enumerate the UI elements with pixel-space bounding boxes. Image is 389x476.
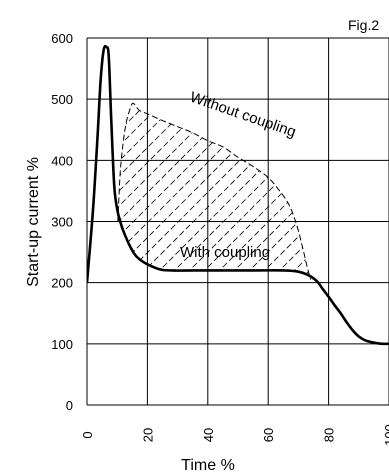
tick-labels: 0 100 200 300 400 500 600 0 20 40 60 80 100 xyxy=(51,31,389,446)
hatch-line xyxy=(117,103,311,280)
x-axis-label: Time % xyxy=(181,457,235,474)
y-tick-label-200: 200 xyxy=(51,276,73,291)
hatch-line xyxy=(279,103,311,280)
hatch-line xyxy=(117,103,311,280)
hatch-line xyxy=(219,103,311,280)
y-tick-label-0: 0 xyxy=(66,398,73,413)
x-tick-label-80: 80 xyxy=(322,428,337,442)
hatch-line xyxy=(117,103,306,280)
hatch-line xyxy=(117,103,311,280)
annotation-with-coupling: With coupling xyxy=(180,244,270,261)
hatch-line xyxy=(159,103,311,280)
hatch-line xyxy=(340,20,389,420)
y-tick-label-500: 500 xyxy=(51,92,73,107)
y-axis-label: Start-up current % xyxy=(25,157,42,287)
hatch-line xyxy=(174,103,311,280)
hatch-line xyxy=(264,103,311,280)
hatch-line xyxy=(117,103,311,280)
x-tick-label-0: 0 xyxy=(80,431,95,438)
hatch-line xyxy=(117,103,311,280)
hatch-line xyxy=(189,103,311,280)
y-tick-label-400: 400 xyxy=(51,153,73,168)
hatch-line xyxy=(325,20,389,420)
hatch-line xyxy=(355,20,389,420)
series-without-coupling xyxy=(117,102,311,280)
hatch-line xyxy=(294,103,311,280)
hatch-line xyxy=(117,103,311,280)
hatch-line xyxy=(117,103,311,280)
y-tick-label-300: 300 xyxy=(51,215,73,230)
series-group xyxy=(87,44,389,346)
hatch-line xyxy=(370,20,389,420)
annotation-without-coupling: Without coupling xyxy=(188,89,298,141)
hatch-line xyxy=(204,103,311,280)
x-tick-label-40: 40 xyxy=(201,428,216,442)
hatch-line xyxy=(117,103,311,280)
x-tick-label-60: 60 xyxy=(261,428,276,442)
y-tick-label-600: 600 xyxy=(51,31,73,46)
hatch-line xyxy=(249,103,311,280)
hatch-line xyxy=(129,103,311,280)
hatch-line xyxy=(117,103,311,280)
y-tick-label-100: 100 xyxy=(51,337,73,352)
hatch-line xyxy=(117,103,311,280)
x-tick-label-100: 100 xyxy=(382,424,389,446)
figure-label: Fig.2 xyxy=(348,17,379,33)
hatch-line xyxy=(117,103,291,280)
x-tick-label-20: 20 xyxy=(140,428,155,442)
hatch-line xyxy=(117,103,311,280)
hatch-line xyxy=(309,103,311,280)
hatch-line xyxy=(117,103,311,280)
hatch-line xyxy=(234,103,311,280)
hatch-line xyxy=(144,103,311,280)
hatch-line xyxy=(117,103,311,280)
hatch-line xyxy=(385,20,389,420)
series-with-coupling xyxy=(87,44,389,346)
hatch-line xyxy=(117,103,311,280)
